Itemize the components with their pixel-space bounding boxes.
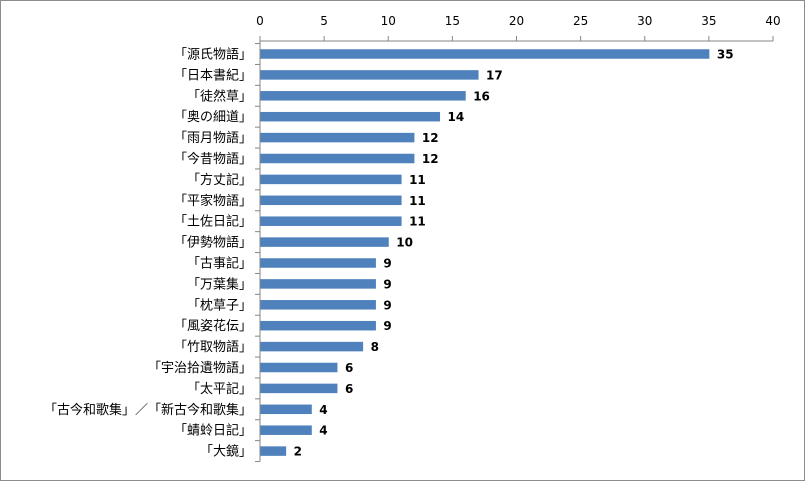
- bar: [260, 91, 466, 101]
- bar: [260, 425, 312, 435]
- bar: [260, 362, 338, 373]
- category-label: 「土佐日記」: [174, 214, 252, 230]
- bar: [260, 404, 312, 415]
- x-tick-label: 20: [509, 14, 524, 28]
- x-tick-label: 35: [701, 14, 716, 28]
- category-label: 「奥の細道」: [174, 110, 252, 125]
- category-label: 「日本書紀」: [174, 68, 252, 83]
- data-label: 6: [345, 361, 353, 375]
- x-tick-label: 40: [765, 14, 780, 28]
- data-label: 17: [486, 68, 503, 82]
- data-label: 9: [383, 298, 391, 312]
- category-label: 「古事記」: [187, 256, 252, 272]
- category-label: 「今昔物語」: [174, 151, 252, 167]
- category-label: 「竹取物語」: [174, 339, 252, 355]
- x-tick-label: 10: [381, 14, 396, 28]
- x-tick-label: 5: [320, 14, 328, 28]
- bar: [260, 174, 402, 185]
- bar: [260, 258, 376, 268]
- bar: [260, 383, 338, 394]
- bar: [260, 320, 376, 331]
- bar: [260, 341, 364, 352]
- bar: [260, 216, 402, 226]
- bar: [260, 195, 402, 206]
- data-label: 11: [409, 215, 426, 229]
- data-label: 11: [409, 173, 426, 187]
- data-label: 6: [345, 382, 353, 396]
- bar: [260, 111, 441, 122]
- data-label: 16: [473, 89, 490, 103]
- category-label: 「徒然草」: [187, 88, 252, 104]
- category-label: 「平家物語」: [174, 193, 252, 209]
- x-tick-label: 15: [445, 14, 460, 28]
- data-label: 10: [396, 236, 413, 250]
- bar: [260, 132, 415, 143]
- data-label: 9: [383, 319, 391, 333]
- bar: [260, 446, 287, 456]
- data-label: 9: [383, 257, 391, 271]
- x-tick-label: 0: [256, 14, 264, 28]
- data-label: 2: [294, 445, 302, 459]
- category-label: 「万葉集」: [187, 276, 252, 292]
- bar: [260, 49, 710, 59]
- data-label: 9: [383, 277, 391, 291]
- category-label: 「蜻蛉日記」: [174, 423, 252, 439]
- bar: [260, 153, 415, 164]
- x-tick-label: 30: [637, 14, 652, 28]
- category-label: 「伊勢物語」: [174, 235, 252, 251]
- category-label: 「雨月物語」: [174, 130, 252, 146]
- category-label: 「古今和歌集」／「新古今和歌集」: [44, 402, 252, 418]
- x-tick-label: 25: [573, 14, 588, 28]
- category-label: 「太平記」: [187, 381, 252, 397]
- data-label: 35: [717, 48, 734, 62]
- category-label: 「風姿花伝」: [174, 318, 252, 334]
- data-label: 4: [319, 424, 327, 438]
- data-label: 12: [422, 131, 439, 145]
- category-label: 「宇治拾遺物語」: [148, 360, 252, 376]
- category-label: 「源氏物語」: [174, 47, 252, 63]
- data-label: 11: [409, 194, 426, 208]
- bar: [260, 300, 376, 310]
- data-label: 12: [422, 152, 439, 166]
- category-label: 「枕草子」: [187, 298, 252, 313]
- category-label: 「方丈記」: [187, 172, 252, 188]
- bar: [260, 70, 479, 80]
- category-label: 「大鏡」: [200, 445, 252, 460]
- bar: [260, 279, 376, 289]
- data-label: 14: [448, 110, 465, 124]
- data-label: 8: [371, 340, 379, 354]
- bar: [260, 237, 389, 247]
- data-label: 4: [319, 403, 327, 417]
